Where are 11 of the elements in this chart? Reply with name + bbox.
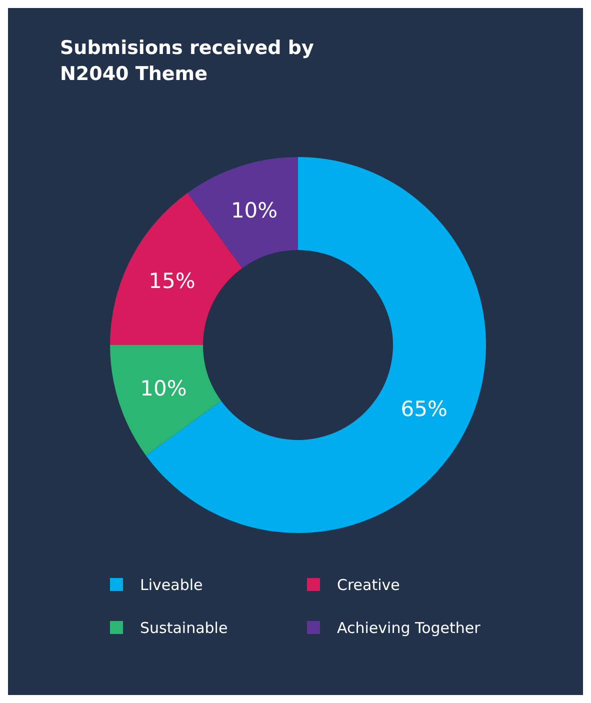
donut-slice [110,345,222,456]
legend-label: Achieving Together [337,619,482,637]
donut-slice [187,157,298,268]
chart-title: Submisions received by N2040 Theme [60,37,314,85]
data-label: 10% [230,198,278,222]
legend-label: Sustainable [140,619,228,637]
data-label: 15% [148,268,196,293]
legend-label: Creative [337,576,400,594]
legend-label: Liveable [140,576,203,594]
data-label: 65% [400,397,448,422]
data-label: 10% [140,376,187,401]
